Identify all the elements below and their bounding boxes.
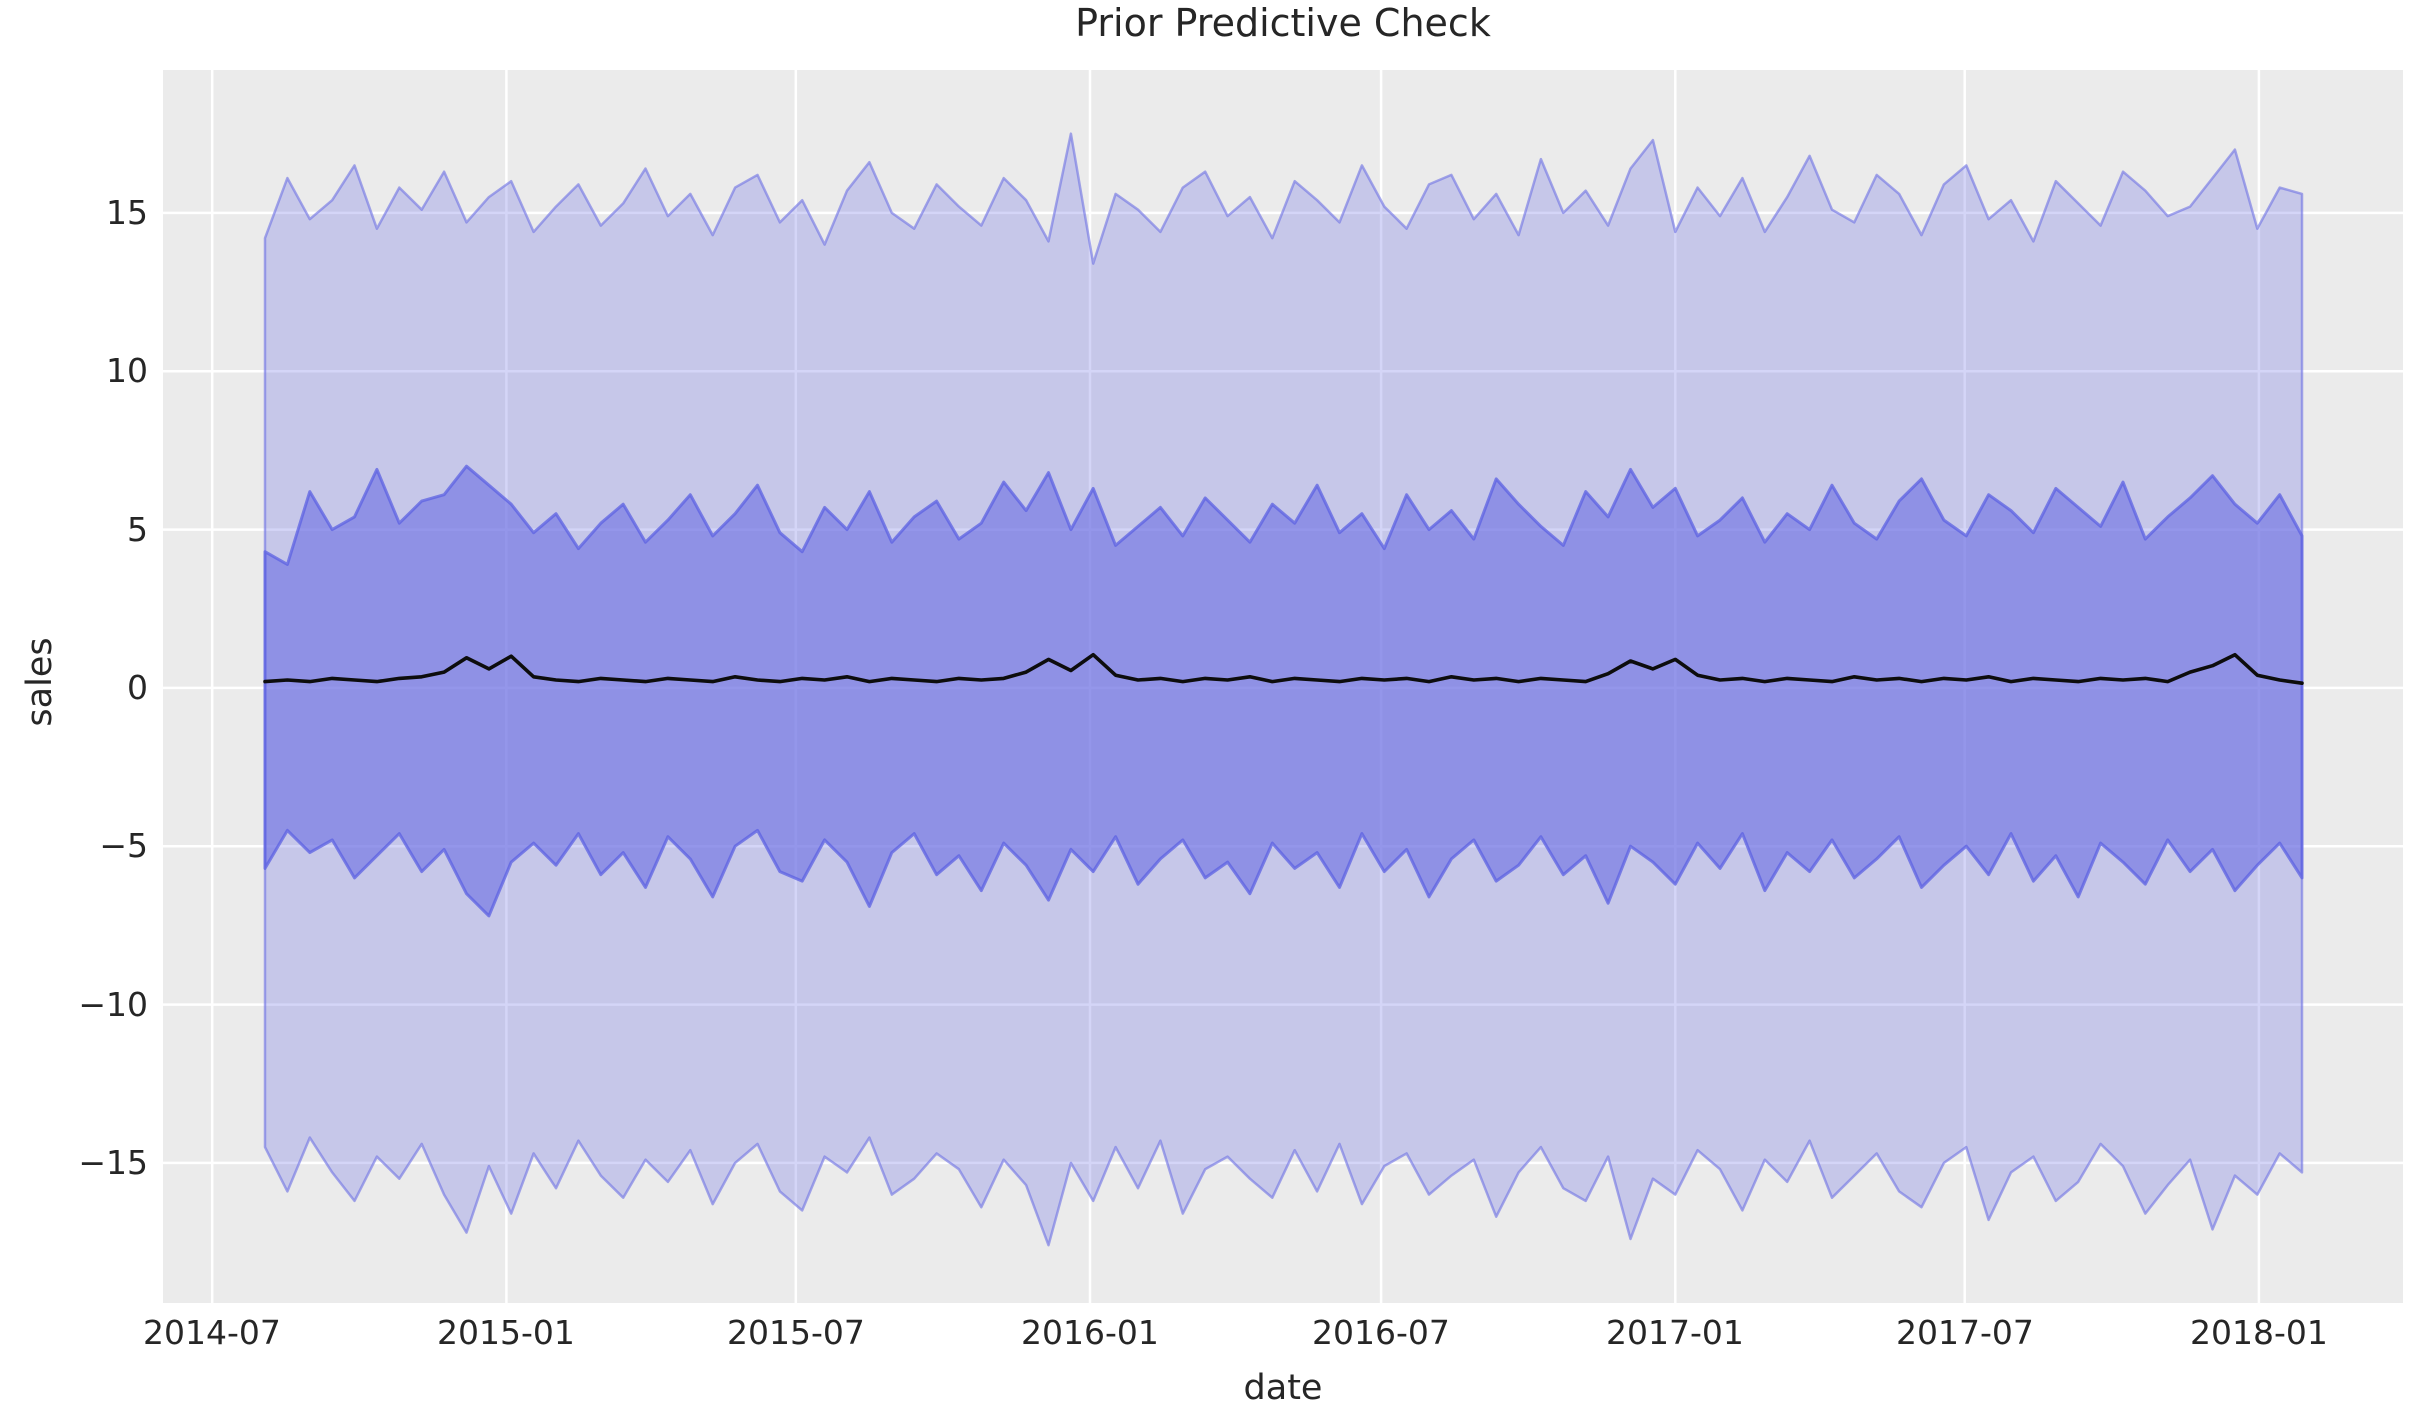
x-tick-label: 2018-01 [2190, 1313, 2328, 1352]
x-tick-label: 2014-07 [143, 1313, 281, 1352]
y-tick-label: 10 [106, 351, 148, 390]
y-tick-label: 0 [127, 668, 148, 707]
x-tick-label: 2016-01 [1021, 1313, 1159, 1352]
x-tick-label: 2015-07 [727, 1313, 865, 1352]
x-tick-label: 2017-07 [1896, 1313, 2034, 1352]
inner-hdi-band [263, 464, 2304, 918]
x-tick-label: 2015-01 [437, 1313, 575, 1352]
x-tick-label: 2016-07 [1312, 1313, 1450, 1352]
x-axis-label: date [1243, 1368, 1323, 1408]
y-tick-label: −10 [78, 985, 148, 1024]
observed-sales-line [263, 652, 2304, 685]
y-tick-label: 5 [127, 510, 148, 549]
y-tick-label: 15 [106, 193, 148, 232]
y-tick-label: −5 [99, 826, 148, 865]
x-tick-label: 2017-01 [1606, 1313, 1744, 1352]
chart-title: Prior Predictive Check [1075, 1, 1491, 45]
y-tick-label: −15 [78, 1143, 148, 1182]
